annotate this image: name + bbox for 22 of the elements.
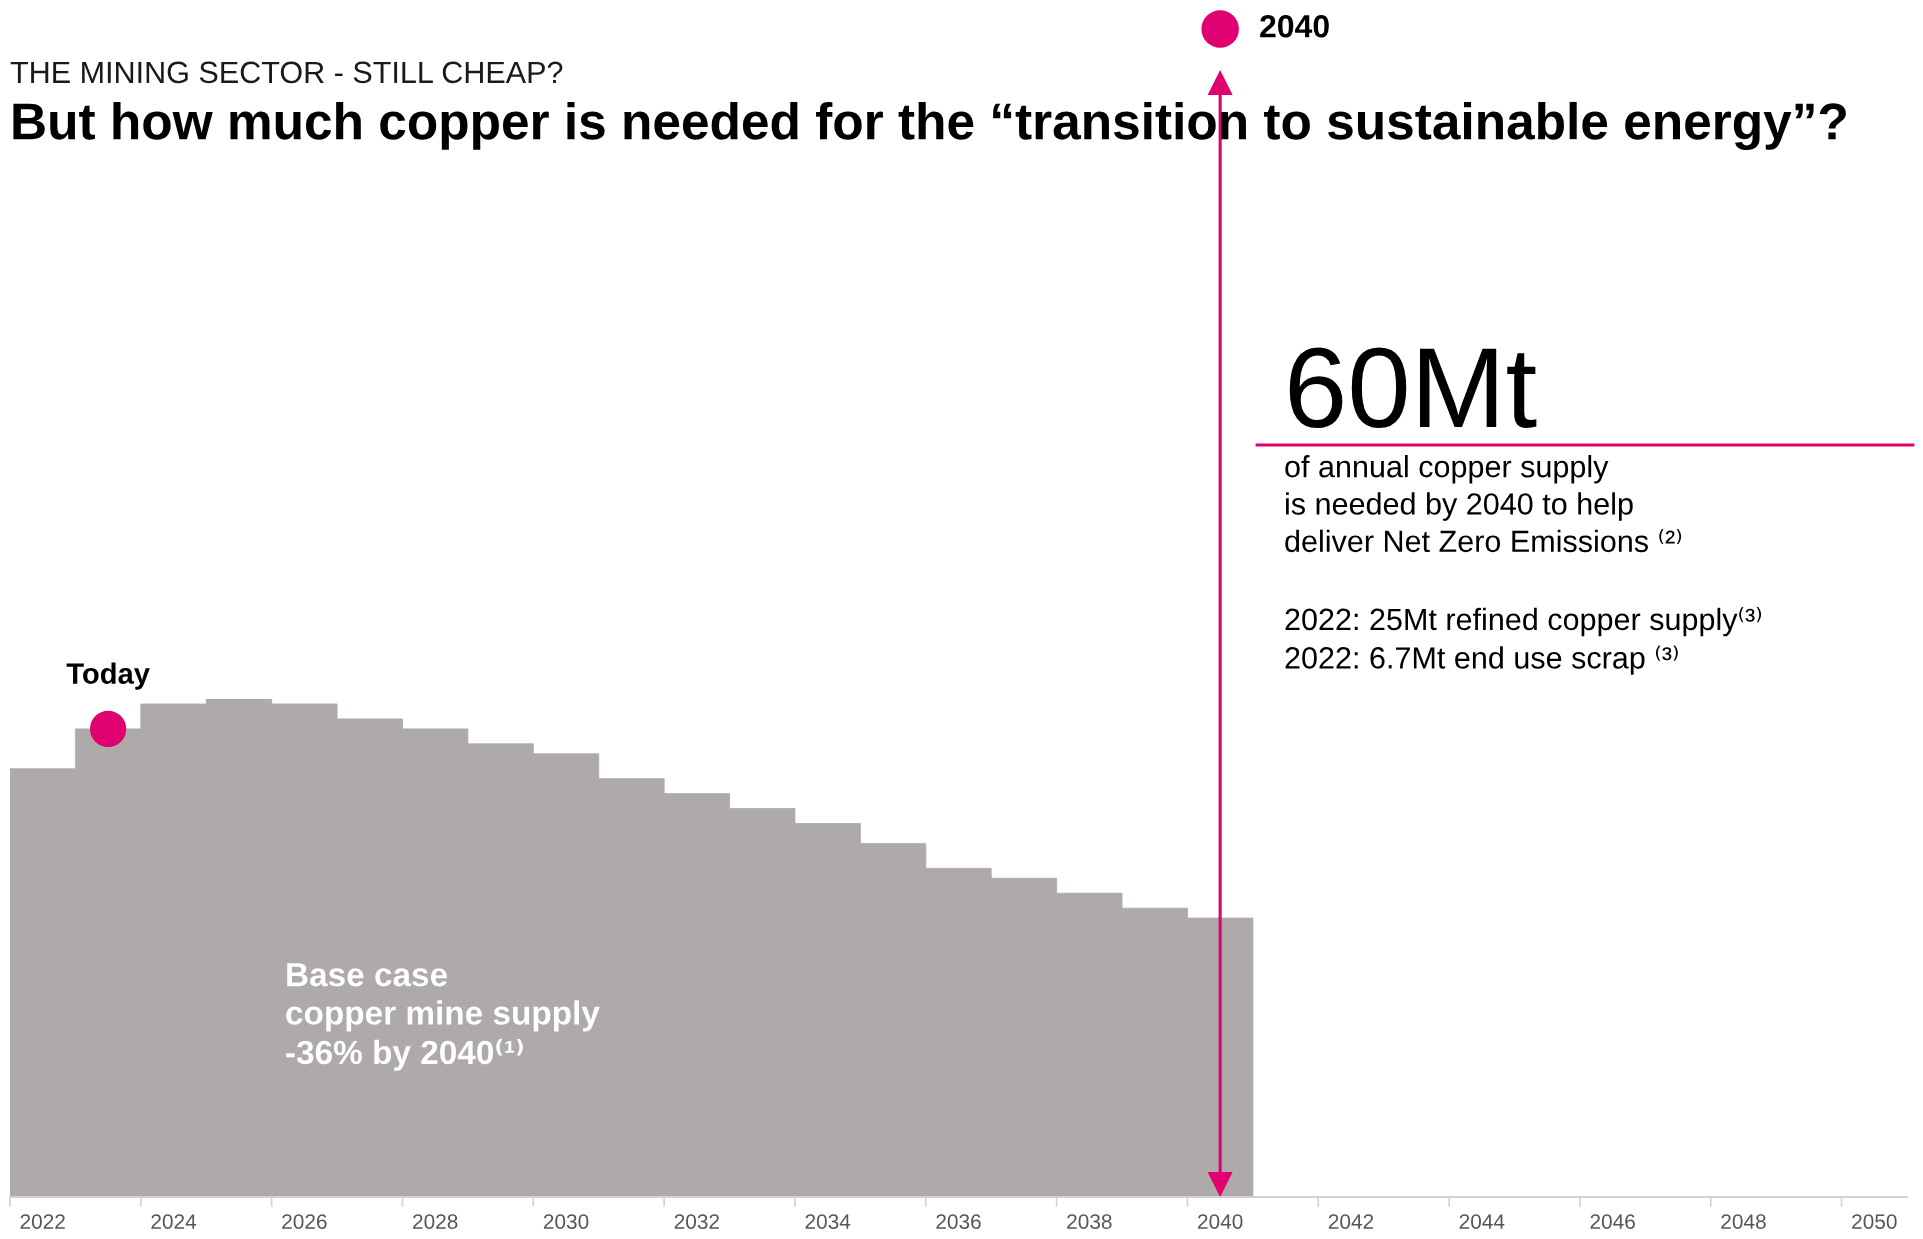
x-tick-label: 2030: [543, 1214, 589, 1229]
text: of annual copper supply is needed by 2040 to help deliver Net Zero Emissions ⁽²⁾: [1285, 455, 1682, 553]
legend-label: 2040: [1260, 14, 1329, 38]
x-tick-label: 2024: [151, 1214, 197, 1229]
annotation: Today: [66, 662, 150, 690]
x-tick-label: 2044: [1459, 1214, 1505, 1229]
x-tick-label: 2046: [1590, 1214, 1635, 1229]
x-tick-label: 2022: [20, 1214, 65, 1229]
x-tick-label: 2040: [1198, 1214, 1243, 1229]
text: 60Mt: [1289, 347, 1537, 429]
annotation: Base case copper mine supply -36% by 2040⁽¹⁾: [286, 963, 600, 1071]
x-tick-label: 2026: [282, 1214, 327, 1229]
x-tick-label: 2048: [1721, 1214, 1766, 1229]
x-tick-label: 2034: [805, 1214, 851, 1229]
x-tick-label: 2038: [1067, 1214, 1112, 1229]
x-tick-label: 2028: [413, 1214, 458, 1229]
x-tick-label: 2036: [936, 1214, 981, 1229]
x-tick-label: 2042: [1328, 1214, 1374, 1229]
x-tick-label: 2050: [1852, 1214, 1897, 1229]
x-tick-label: 2032: [674, 1214, 719, 1229]
chart-subtitle: THE MINING SECTOR - STILL CHEAP?: [10, 61, 563, 84]
text: 2022: 25Mt refined copper supply⁽³⁾ 2022: 6.7Mt end use scrap ⁽³⁾: [1285, 607, 1762, 675]
